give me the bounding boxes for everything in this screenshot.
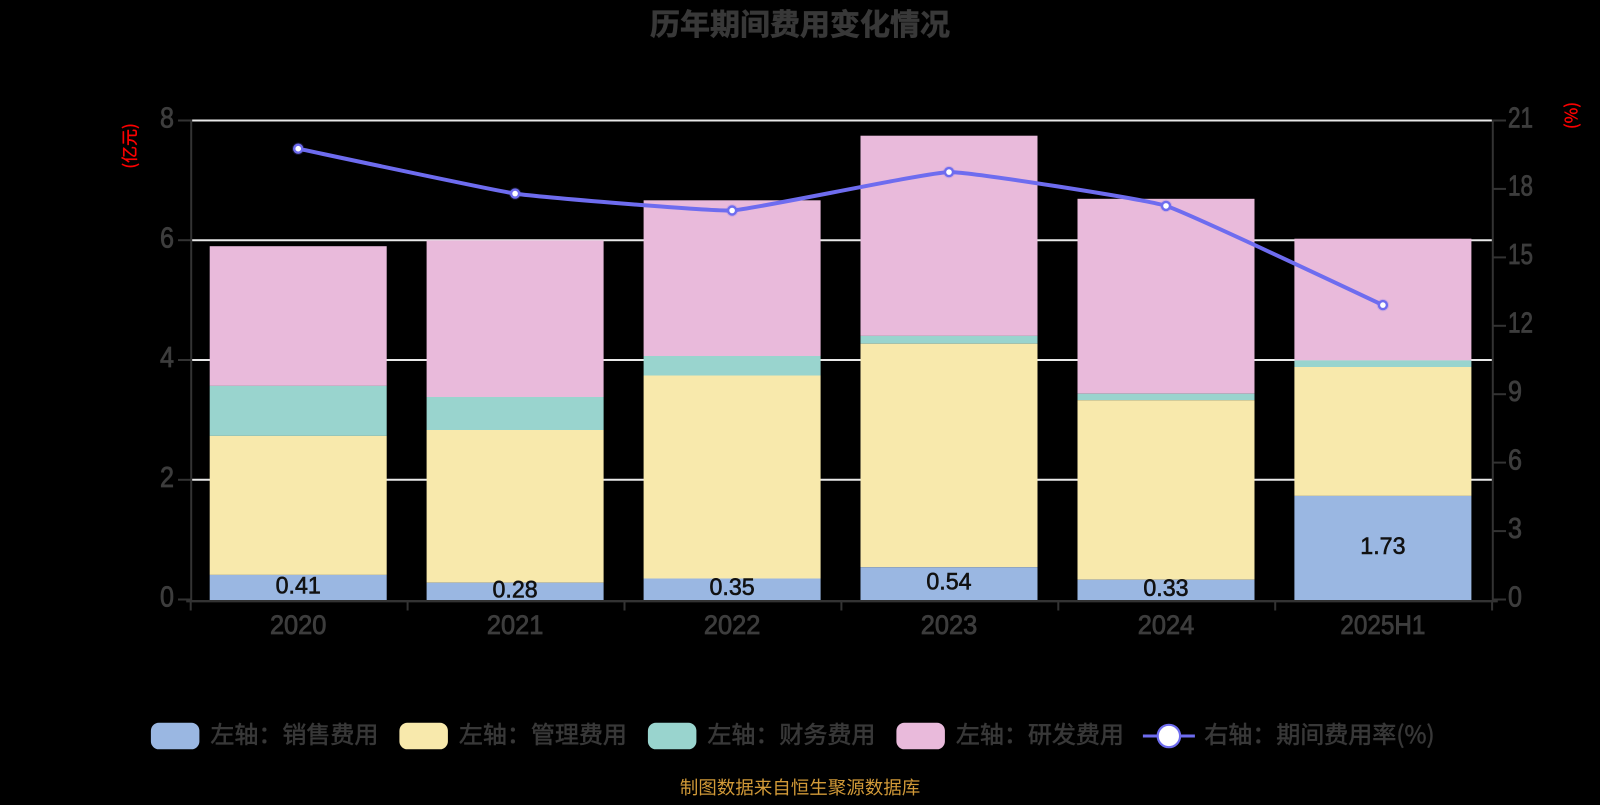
- svg-text:15: 15: [1508, 239, 1533, 271]
- svg-text:12: 12: [1508, 308, 1533, 340]
- svg-text:2021: 2021: [487, 610, 544, 640]
- svg-text:0: 0: [160, 582, 174, 614]
- svg-text:0.54: 0.54: [926, 569, 971, 596]
- svg-text:6: 6: [160, 222, 174, 254]
- svg-text:3: 3: [1508, 513, 1522, 545]
- svg-text:2024: 2024: [1138, 610, 1195, 640]
- svg-text:0.33: 0.33: [1143, 575, 1188, 602]
- svg-text:0.35: 0.35: [710, 574, 755, 601]
- svg-text:1.73: 1.73: [1360, 533, 1405, 560]
- svg-text:9: 9: [1508, 376, 1522, 408]
- svg-text:0.41: 0.41: [276, 572, 321, 599]
- svg-text:8: 8: [160, 103, 174, 135]
- svg-text:2025H1: 2025H1: [1340, 610, 1425, 640]
- svg-text:21: 21: [1508, 102, 1533, 134]
- svg-text:2: 2: [160, 462, 174, 494]
- svg-text:0: 0: [1508, 581, 1522, 613]
- svg-text:4: 4: [160, 342, 174, 374]
- svg-text:2022: 2022: [704, 610, 761, 640]
- svg-text:18: 18: [1508, 171, 1533, 203]
- svg-text:6: 6: [1508, 444, 1522, 476]
- svg-text:2023: 2023: [921, 610, 978, 640]
- svg-text:2020: 2020: [270, 610, 327, 640]
- svg-text:0.28: 0.28: [493, 576, 538, 603]
